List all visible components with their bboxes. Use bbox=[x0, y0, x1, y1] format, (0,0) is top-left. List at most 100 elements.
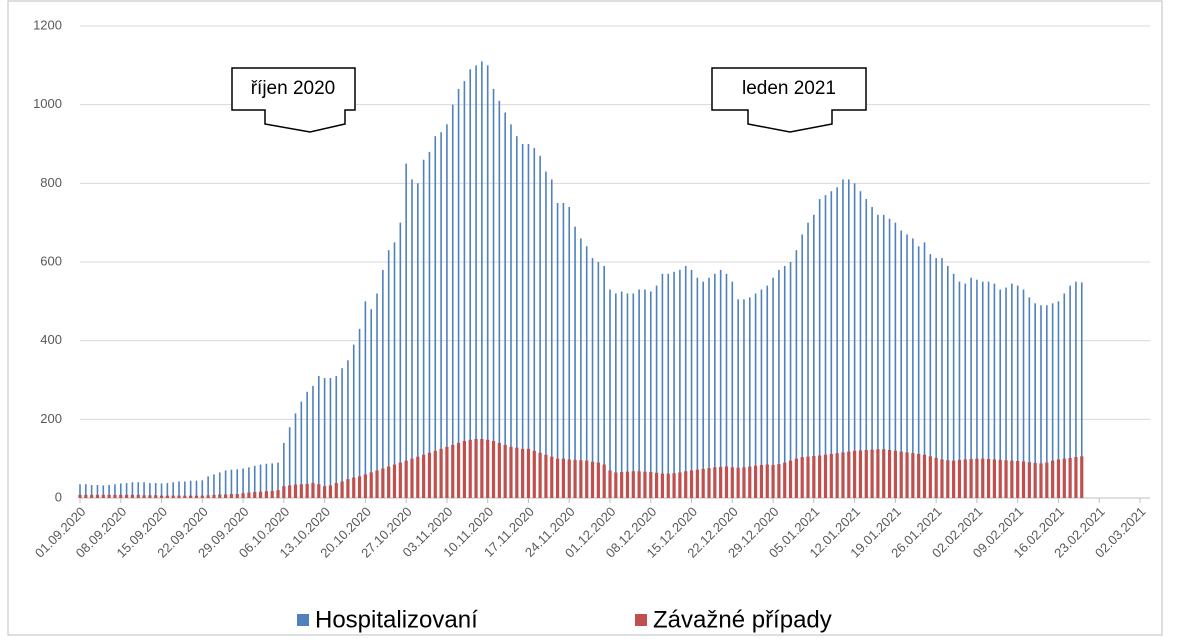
legend-swatch bbox=[297, 614, 309, 626]
bar bbox=[1016, 461, 1020, 498]
bar bbox=[841, 452, 845, 498]
bar bbox=[544, 454, 548, 498]
bar bbox=[480, 439, 484, 498]
bar bbox=[177, 495, 181, 498]
bar bbox=[789, 262, 792, 498]
bar bbox=[941, 258, 943, 498]
bar bbox=[893, 450, 897, 498]
bar bbox=[574, 226, 576, 498]
bar bbox=[934, 457, 938, 498]
bar bbox=[993, 283, 996, 498]
bar bbox=[387, 466, 391, 498]
bar bbox=[556, 203, 559, 498]
bar bbox=[876, 449, 880, 498]
bar bbox=[568, 206, 571, 498]
bar bbox=[277, 462, 279, 498]
bar bbox=[649, 291, 652, 498]
y-tick-label: 1000 bbox=[33, 96, 62, 111]
bar bbox=[410, 458, 414, 498]
bar bbox=[439, 448, 443, 498]
y-tick-label: 0 bbox=[55, 489, 62, 504]
bar bbox=[317, 376, 320, 498]
bar bbox=[288, 427, 291, 498]
bar bbox=[765, 464, 769, 498]
bar bbox=[253, 465, 256, 498]
bar bbox=[463, 81, 466, 499]
bar bbox=[381, 468, 385, 498]
bar bbox=[282, 486, 286, 498]
bar bbox=[724, 466, 729, 498]
bar bbox=[614, 472, 618, 498]
bar bbox=[877, 214, 879, 499]
bar bbox=[323, 378, 326, 498]
bar bbox=[783, 265, 786, 498]
bar bbox=[247, 492, 251, 498]
bar bbox=[539, 155, 541, 499]
callout bbox=[711, 67, 867, 133]
bar bbox=[405, 163, 407, 498]
bar bbox=[660, 473, 665, 498]
bar bbox=[771, 464, 775, 498]
bar bbox=[1034, 303, 1036, 498]
bar bbox=[486, 439, 490, 498]
bar bbox=[1022, 289, 1025, 498]
bar bbox=[602, 464, 606, 498]
bar bbox=[119, 483, 122, 498]
bar bbox=[352, 344, 355, 498]
bar bbox=[404, 460, 408, 498]
bar bbox=[719, 466, 723, 498]
bar bbox=[928, 456, 932, 498]
bar bbox=[317, 484, 321, 498]
bar bbox=[509, 446, 513, 498]
bar bbox=[347, 360, 349, 498]
bar bbox=[865, 199, 868, 499]
bar bbox=[1074, 457, 1078, 498]
bar bbox=[1080, 282, 1083, 498]
bar bbox=[288, 485, 292, 498]
bar bbox=[364, 301, 367, 498]
bar bbox=[270, 490, 274, 498]
bar bbox=[900, 230, 903, 499]
bar bbox=[580, 238, 582, 498]
bar bbox=[370, 309, 373, 498]
bar bbox=[265, 463, 268, 498]
bar bbox=[375, 470, 379, 498]
bar bbox=[887, 450, 892, 498]
bar bbox=[615, 293, 617, 498]
bar bbox=[737, 299, 739, 498]
bar bbox=[643, 471, 647, 498]
bar bbox=[759, 464, 764, 498]
bar bbox=[1004, 460, 1008, 498]
bar bbox=[929, 254, 932, 498]
bar bbox=[666, 473, 670, 498]
bar bbox=[969, 459, 973, 498]
bar bbox=[911, 453, 915, 498]
bar bbox=[708, 277, 710, 498]
bar bbox=[707, 468, 711, 498]
y-tick-label: 600 bbox=[40, 253, 62, 268]
bar bbox=[253, 492, 257, 498]
bar bbox=[725, 273, 728, 498]
bar bbox=[218, 494, 222, 498]
bar bbox=[369, 472, 373, 498]
bar bbox=[428, 151, 431, 498]
bar bbox=[620, 291, 623, 498]
bar bbox=[340, 481, 344, 498]
bar bbox=[184, 481, 186, 498]
bar bbox=[684, 265, 687, 498]
bar bbox=[923, 242, 926, 498]
bar bbox=[323, 486, 327, 498]
bar bbox=[172, 482, 174, 498]
bar bbox=[283, 442, 285, 498]
bar bbox=[830, 191, 833, 498]
bar bbox=[78, 494, 82, 498]
bar bbox=[912, 238, 914, 498]
bar bbox=[626, 293, 629, 498]
bar bbox=[306, 391, 308, 498]
annotation: leden 2021 bbox=[742, 78, 836, 99]
bar bbox=[195, 480, 198, 498]
bar bbox=[213, 474, 215, 498]
bar bbox=[521, 144, 524, 498]
bar bbox=[829, 453, 833, 498]
bar bbox=[801, 234, 803, 498]
